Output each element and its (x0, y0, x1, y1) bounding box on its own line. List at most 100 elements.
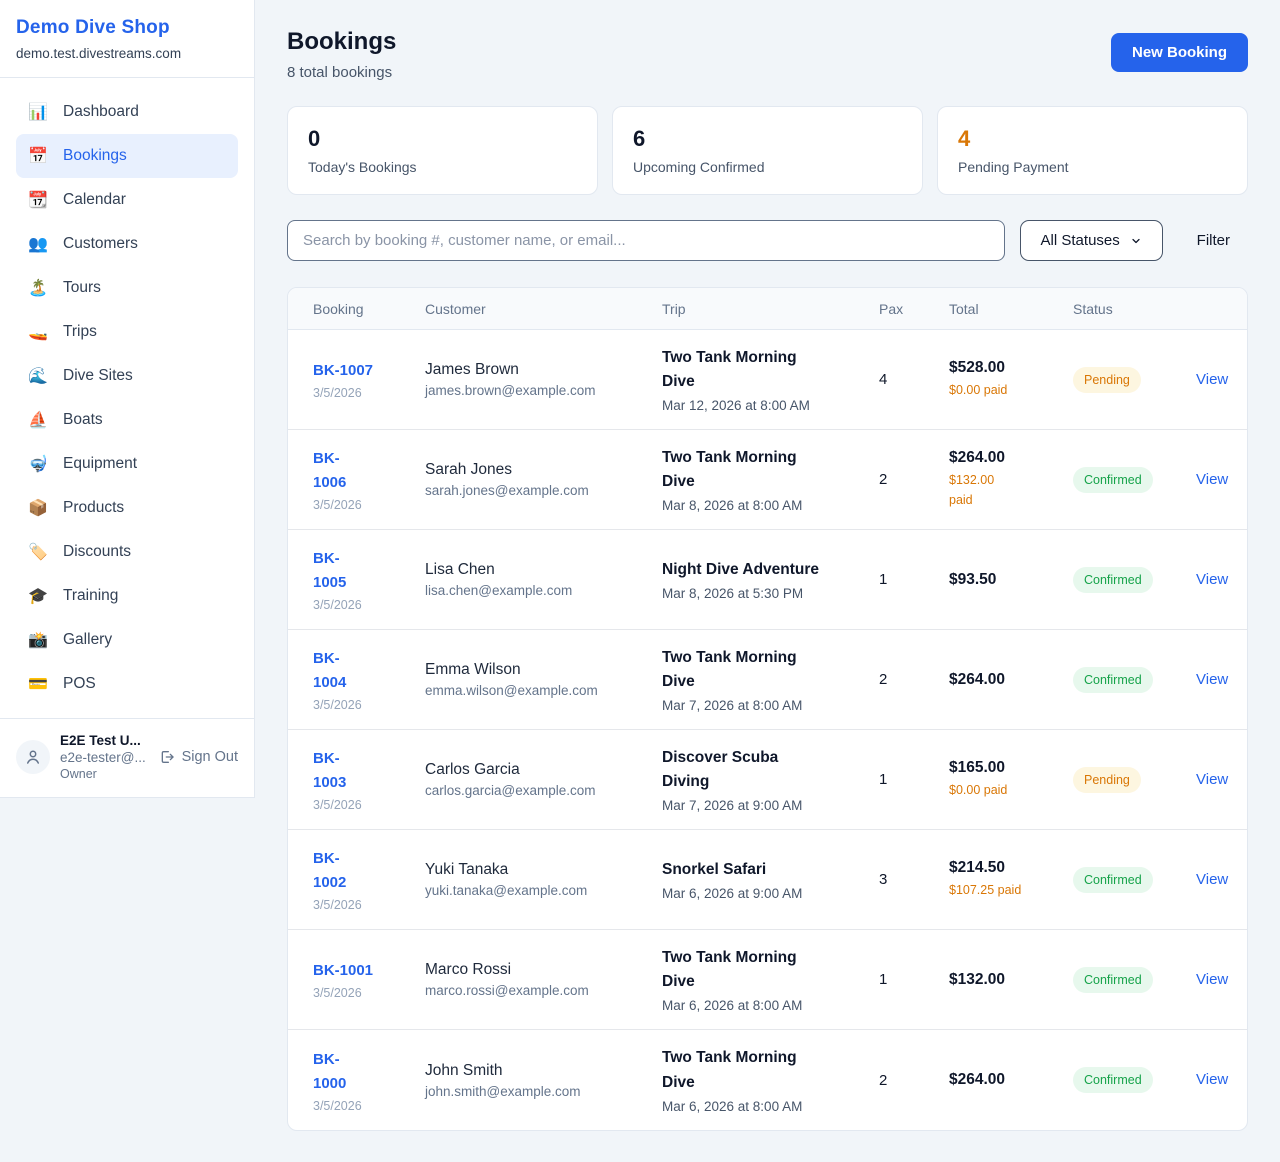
view-link[interactable]: View (1196, 470, 1229, 488)
booking-number-link[interactable]: BK- 1005 (313, 550, 347, 591)
action-cell: View (1196, 971, 1228, 989)
customer-cell: Carlos Garcia carlos.garcia@example.com (425, 761, 662, 798)
status-badge: Confirmed (1073, 1067, 1153, 1093)
sidebar-item-tours[interactable]: 🏝️ Tours (16, 266, 238, 310)
booking-number-link[interactable]: BK- 1002 (313, 850, 347, 891)
sidebar-item-equipment[interactable]: 🤿 Equipment (16, 442, 238, 486)
status-cell: Confirmed (1073, 566, 1196, 593)
people-icon: 👥 (28, 236, 48, 253)
status-badge: Confirmed (1073, 466, 1153, 493)
trip-date: Mar 8, 2026 at 5:30 PM (662, 586, 804, 601)
status-select[interactable]: All Statuses (1019, 220, 1163, 261)
customer-name: Marco Rossi (425, 961, 512, 978)
booking-cell: BK- 1006 3/5/2026 (313, 447, 425, 512)
booking-cell: BK-1007 3/5/2026 (313, 359, 425, 400)
status-cell: Confirmed (1073, 666, 1196, 693)
customer-name: John Smith (425, 1061, 503, 1079)
sidebar-footer: E2E Test U... e2e-tester@... Owner Sign … (0, 718, 254, 797)
customer-cell: Sarah Jones sarah.jones@example.com (425, 461, 662, 498)
view-link[interactable]: View (1196, 670, 1229, 688)
sidebar-item-discounts[interactable]: 🏷️ Discounts (16, 530, 238, 574)
trip-name: Two Tank Morning Dive (662, 1049, 797, 1091)
sidebar-item-training[interactable]: 🎓 Training (16, 574, 238, 618)
pax-cell: 1 (879, 771, 888, 788)
total-amount: $214.50 (949, 858, 1006, 876)
sidebar-item-dive-sites[interactable]: 🌊 Dive Sites (16, 354, 238, 398)
total-cell: $214.50 $107.25 paid (949, 859, 1073, 900)
search-input[interactable] (287, 220, 1005, 261)
view-link[interactable]: View (1196, 370, 1229, 388)
total-cell: $132.00 (949, 971, 1073, 989)
stat-value: 0 (308, 126, 321, 151)
status-cell: Pending (1073, 366, 1196, 393)
user-name: E2E Test U... (60, 733, 141, 748)
action-cell: View (1196, 671, 1228, 689)
sidebar-item-pos[interactable]: 💳 POS (16, 662, 238, 706)
paid-amount: $132.00 paid (949, 473, 995, 507)
trip-cell: Two Tank Morning Dive Mar 6, 2026 at 8:0… (662, 1046, 879, 1113)
booking-cell: BK- 1003 3/5/2026 (313, 747, 425, 812)
col-header-customer: Customer (425, 300, 486, 317)
view-link[interactable]: View (1196, 970, 1229, 988)
total-cell: $264.00 (949, 671, 1073, 689)
view-link[interactable]: View (1196, 770, 1229, 788)
paid-amount: $107.25 paid (949, 882, 1022, 897)
booking-cell: BK-1001 3/5/2026 (313, 959, 425, 1000)
customer-cell: Marco Rossi marco.rossi@example.com (425, 961, 662, 998)
trip-cell: Snorkel Safari Mar 6, 2026 at 9:00 AM (662, 858, 879, 901)
booking-number-link[interactable]: BK- 1006 (313, 450, 347, 491)
booking-number-link[interactable]: BK- 1004 (313, 650, 347, 691)
sidebar-item-customers[interactable]: 👥 Customers (16, 222, 238, 266)
stat-label: Pending Payment (958, 159, 1069, 175)
trip-name: Snorkel Safari (662, 860, 767, 878)
view-link[interactable]: View (1196, 870, 1229, 888)
sidebar-item-dashboard[interactable]: 📊 Dashboard (16, 90, 238, 134)
avatar (16, 740, 50, 774)
sidebar-item-trips[interactable]: 🚤 Trips (16, 310, 238, 354)
customer-cell: Emma Wilson emma.wilson@example.com (425, 661, 662, 698)
sign-out-button[interactable]: Sign Out (159, 749, 238, 765)
trip-cell: Two Tank Morning Dive Mar 6, 2026 at 8:0… (662, 946, 879, 1013)
page-header: Bookings 8 total bookings New Booking (287, 28, 1248, 81)
booking-cell: BK- 1002 3/5/2026 (313, 847, 425, 912)
action-cell: View (1196, 871, 1228, 889)
user-role: Owner (60, 767, 97, 781)
sidebar-item-calendar[interactable]: 📆 Calendar (16, 178, 238, 222)
user-email: e2e-tester@... (60, 750, 146, 765)
action-cell: View (1196, 1071, 1228, 1089)
status-badge: Confirmed (1073, 966, 1153, 993)
new-booking-button[interactable]: New Booking (1110, 33, 1248, 72)
total-cell: $264.00 $132.00 paid (949, 449, 1073, 510)
booking-number-link[interactable]: BK- 1003 (313, 750, 347, 791)
shop-domain: demo.test.divestreams.com (16, 46, 182, 61)
sidebar-item-gallery[interactable]: 📸 Gallery (16, 618, 238, 662)
total-amount: $132.00 (949, 970, 1006, 988)
booking-number-link[interactable]: BK-1001 (313, 962, 374, 979)
filter-button[interactable]: Filter (1179, 232, 1248, 249)
customer-email: emma.wilson@example.com (425, 683, 598, 698)
view-link[interactable]: View (1196, 1071, 1229, 1088)
sidebar-item-label: Dive Sites (63, 367, 133, 384)
table-row: BK- 1000 3/5/2026 John Smith john.smith@… (288, 1030, 1247, 1130)
sidebar-item-bookings[interactable]: 📅 Bookings (16, 134, 238, 178)
trip-cell: Two Tank Morning Dive Mar 12, 2026 at 8:… (662, 346, 879, 413)
trip-name: Two Tank Morning Dive (662, 448, 797, 490)
booking-number-link[interactable]: BK-1007 (313, 362, 374, 379)
status-cell: Confirmed (1073, 966, 1196, 993)
booking-number-link[interactable]: BK- 1000 (313, 1050, 347, 1092)
sidebar-item-boats[interactable]: ⛵ Boats (16, 398, 238, 442)
trip-date: Mar 7, 2026 at 9:00 AM (662, 798, 803, 814)
view-link[interactable]: View (1196, 570, 1229, 588)
trip-name: Two Tank Morning Dive (662, 648, 797, 690)
booking-date: 3/5/2026 (313, 498, 362, 512)
pax-cell: 4 (879, 371, 888, 388)
sidebar-item-products[interactable]: 📦 Products (16, 486, 238, 530)
paid-amount: $0.00 paid (949, 782, 1008, 797)
table-body: BK-1007 3/5/2026 James Brown james.brown… (288, 330, 1247, 1130)
stat-value: 6 (633, 126, 646, 151)
customer-cell: James Brown james.brown@example.com (425, 361, 662, 398)
package-icon: 📦 (28, 500, 48, 517)
trip-cell: Night Dive Adventure Mar 8, 2026 at 5:30… (662, 558, 879, 601)
table-row: BK-1001 3/5/2026 Marco Rossi marco.rossi… (288, 930, 1247, 1030)
